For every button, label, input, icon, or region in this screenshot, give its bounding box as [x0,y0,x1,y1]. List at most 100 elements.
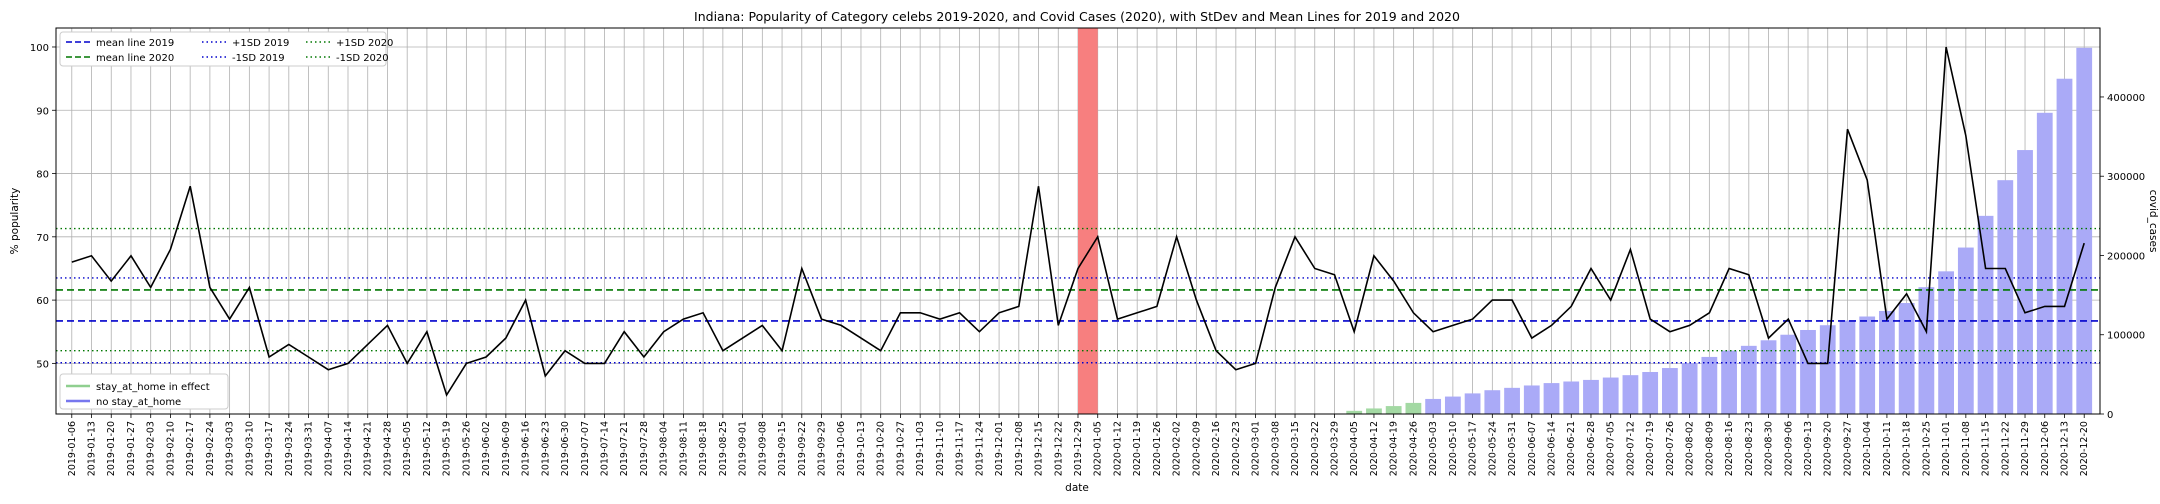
x-tick-label: 2020-10-11 [1882,421,1893,476]
covid-bar [1662,368,1678,414]
legend-label: mean line 2019 [96,38,174,49]
legend-label: stay_at_home in effect [96,382,210,393]
y2-tick-label: 200000 [2107,251,2145,262]
x-tick-label: 2020-05-31 [1507,421,1518,476]
y2-tick-label: 0 [2107,410,2113,421]
covid-bar [1701,356,1718,414]
x-tick-label: 2019-10-27 [895,421,906,476]
x-tick-label: 2019-12-01 [994,421,1005,476]
y2-tick-label: 400000 [2107,93,2145,104]
x-tick-label: 2020-11-15 [1981,421,1992,476]
covid-bar [1938,271,1954,414]
legend-label: mean line 2020 [96,53,174,64]
y2-tick-label: 300000 [2107,172,2145,183]
x-tick-label: 2020-02-23 [1231,421,1242,476]
y-tick-label: 80 [36,170,49,181]
x-tick-label: 2020-10-25 [1921,421,1932,476]
covid-bar [1385,406,1402,414]
x-tick-label: 2020-05-17 [1468,421,1479,476]
x-tick-label: 2019-05-05 [402,421,413,476]
y-tick-label: 50 [36,359,49,370]
x-tick-label: 2020-11-08 [1961,421,1972,476]
x-tick-label: 2019-08-18 [698,421,709,476]
x-tick-label: 2020-11-22 [2000,421,2011,476]
covid-bar [1997,180,2014,414]
x-tick-label: 2020-08-16 [1724,421,1735,476]
x-tick-label: 2020-04-05 [1349,421,1360,476]
x-tick-label: 2020-07-05 [1606,421,1617,476]
covid-bar [1879,310,1895,414]
x-tick-label: 2019-07-07 [580,421,591,476]
x-tick-label: 2019-09-08 [757,421,768,476]
x-tick-label: 2019-09-29 [817,421,828,476]
covid-bar [1721,350,1737,414]
covid-bar [1780,334,1797,414]
legend-bottom-box [59,373,229,410]
x-tick-label: 2019-01-13 [87,421,98,476]
x-tick-label: 2019-03-31 [304,421,315,476]
x-tick-label: 2019-12-22 [1053,421,1064,476]
covid-bar [1543,383,1560,414]
x-tick-label: 2020-03-22 [1310,421,1321,476]
covid-bar [1563,381,1580,414]
covid-bar [1464,393,1481,414]
y2-tick-label: 100000 [2107,331,2145,342]
covid-bar [1977,215,1994,414]
x-tick-label: 2019-06-30 [560,421,571,476]
legend-label: -1SD 2019 [232,53,285,64]
x-tick-label: 2020-03-08 [1270,421,1281,476]
x-tick-label: 2019-02-03 [146,421,157,476]
covid-bar [1366,408,1382,414]
legend-label: +1SD 2019 [232,38,289,49]
y-tick-label: 90 [36,106,49,117]
covid-bar [1405,402,1422,414]
covid-bar [1523,385,1540,414]
x-tick-label: 2020-04-12 [1369,421,1380,476]
x-tick-label: 2019-01-20 [106,421,117,476]
x-axis-label: date [1065,482,1089,494]
x-tick-label: 2019-05-26 [461,421,472,476]
covid-bar [1918,287,1935,414]
x-tick-label: 2020-10-18 [1902,421,1913,476]
x-tick-label: 2020-07-19 [1645,421,1656,476]
x-tick-label: 2019-10-06 [836,421,847,476]
legend-top-box [59,31,387,67]
x-tick-label: 2020-08-30 [1764,421,1775,476]
x-tick-label: 2020-06-07 [1527,421,1538,476]
covid-bar [2076,47,2093,415]
x-tick-label: 2019-11-10 [935,421,946,476]
x-tick-label: 2019-05-12 [422,421,433,476]
x-tick-label: 2019-10-13 [856,421,867,476]
x-tick-label: 2019-03-03 [225,421,236,476]
x-tick-label: 2019-02-10 [165,421,176,476]
x-tick-label: 2019-04-14 [343,421,354,476]
plot-area: 2019-01-06 2019-01-13 2019-01-20 2019-01-27… [30,27,2145,476]
x-tick-label: 2020-03-01 [1251,421,1262,476]
x-tick-label: 2020-09-27 [1842,421,1853,476]
x-tick-label: 2020-02-16 [1211,421,1222,476]
y-tick-label: 60 [36,296,49,307]
covid-bar [1602,377,1619,414]
covid-bar [1681,363,1698,414]
covid-bar [1800,329,1816,414]
x-tick-label: 2020-09-13 [1803,421,1814,476]
x-tick-label: 2020-07-26 [1665,421,1676,476]
y-tick-label: 100 [30,43,49,54]
x-tick-label: 2019-07-28 [639,421,650,476]
x-tick-label: 2019-08-11 [678,421,689,476]
x-tick-label: 2019-09-15 [777,421,788,476]
x-tick-label: 2019-06-16 [521,421,532,476]
x-tick-label: 2019-11-03 [915,421,926,476]
covid-bar [2056,78,2073,414]
x-tick-label: 2019-07-14 [599,421,610,476]
x-tick-label: 2020-12-13 [2059,421,2070,476]
x-tick-label: 2020-09-06 [1783,421,1794,476]
x-tick-label: 2020-07-12 [1625,421,1636,476]
x-tick-label: 2020-08-23 [1744,421,1755,476]
x-tick-label: 2020-11-01 [1941,421,1952,476]
y-axis-label: % popularity [9,188,21,255]
x-tick-label: 2020-02-09 [1191,421,1202,476]
x-tick-label: 2019-10-20 [876,421,887,476]
x-tick-label: 2019-01-27 [126,421,137,476]
